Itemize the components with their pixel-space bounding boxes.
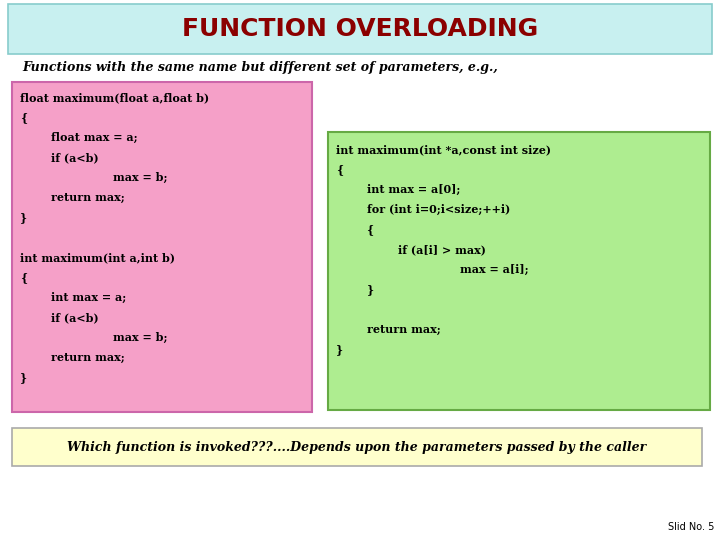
FancyBboxPatch shape [328, 132, 710, 410]
Text: float max = a;: float max = a; [20, 132, 138, 143]
Text: }: } [336, 284, 374, 295]
Text: return max;: return max; [336, 324, 441, 335]
Text: if (a[i] > max): if (a[i] > max) [336, 244, 486, 255]
Text: return max;: return max; [20, 352, 125, 363]
Text: int maximum(int a,int b): int maximum(int a,int b) [20, 252, 175, 263]
Text: int max = a;: int max = a; [20, 292, 126, 303]
Text: {: { [336, 224, 374, 235]
Text: max = b;: max = b; [20, 172, 168, 183]
Text: FUNCTION OVERLOADING: FUNCTION OVERLOADING [182, 17, 538, 41]
Text: int maximum(int *a,const int size): int maximum(int *a,const int size) [336, 144, 551, 155]
Text: if (a<b): if (a<b) [20, 152, 99, 163]
Text: for (int i=0;i<size;++i): for (int i=0;i<size;++i) [336, 204, 510, 215]
Text: }: } [20, 212, 27, 223]
Text: {: { [336, 164, 343, 175]
Text: max = b;: max = b; [20, 332, 168, 343]
Text: }: } [20, 372, 27, 383]
FancyBboxPatch shape [12, 82, 312, 412]
FancyBboxPatch shape [8, 4, 712, 54]
Text: }: } [336, 344, 343, 355]
Text: if (a<b): if (a<b) [20, 312, 99, 323]
Text: max = a[i];: max = a[i]; [336, 264, 528, 275]
FancyBboxPatch shape [12, 428, 702, 466]
Text: Slid No. 5: Slid No. 5 [667, 522, 714, 532]
Text: float maximum(float a,float b): float maximum(float a,float b) [20, 92, 209, 103]
Text: {: { [20, 112, 27, 123]
Text: Which function is invoked???....Depends upon the parameters passed by the caller: Which function is invoked???....Depends … [68, 441, 647, 454]
Text: {: { [20, 272, 27, 283]
Text: int max = a[0];: int max = a[0]; [336, 184, 460, 195]
Text: return max;: return max; [20, 192, 125, 203]
Text: Functions with the same name but different set of parameters, e.g.,: Functions with the same name but differe… [22, 62, 498, 75]
